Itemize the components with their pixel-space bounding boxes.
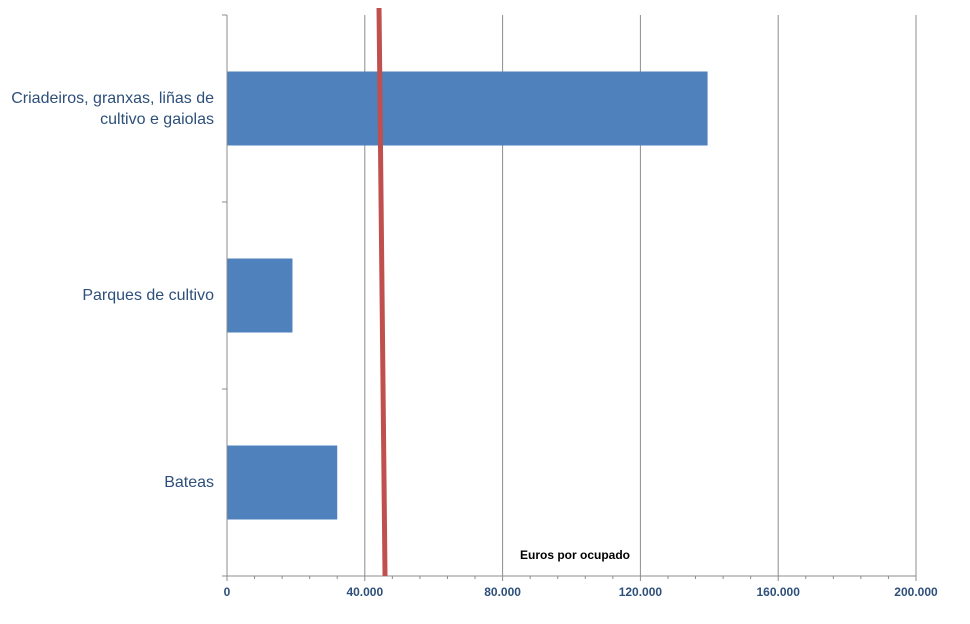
bar-1 xyxy=(227,258,293,333)
category-label-1: Parques de cultivo xyxy=(82,287,214,304)
x-tick-label-1: 40.000 xyxy=(346,585,383,599)
bar-2 xyxy=(227,445,338,520)
x-axis-title: Euros por ocupado xyxy=(520,548,630,562)
axes: 0 40.000 80.000 120.000 160.000 200.000 xyxy=(222,14,938,599)
x-tick-label-4: 160.000 xyxy=(757,585,801,599)
category-label-0: Criadeiros, granxas, liñas de cultivo e … xyxy=(11,89,214,128)
bars xyxy=(227,71,708,520)
category-label-2: Bateas xyxy=(164,474,214,491)
reference-line xyxy=(376,7,388,577)
x-tick-label-0: 0 xyxy=(224,585,231,599)
x-tick-label-2: 80.000 xyxy=(484,585,521,599)
bar-0 xyxy=(227,71,708,146)
x-tick-label-3: 120.000 xyxy=(619,585,663,599)
x-tick-label-5: 200.000 xyxy=(894,585,938,599)
reference-line-group xyxy=(376,7,388,577)
